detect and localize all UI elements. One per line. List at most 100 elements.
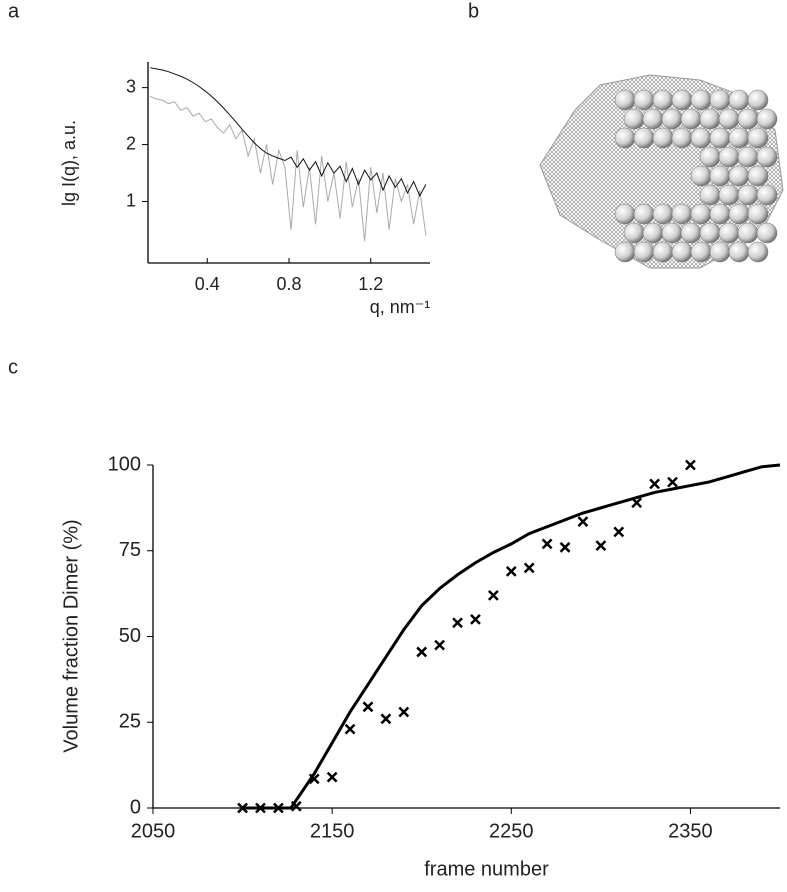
sphere (633, 203, 655, 225)
cross-marker (237, 802, 248, 814)
sphere (671, 89, 693, 111)
sphere (747, 127, 769, 149)
sphere (699, 108, 721, 130)
x-tick-label: 2150 (310, 820, 355, 842)
cross-marker (362, 701, 374, 713)
sphere (623, 108, 645, 130)
panel-label: b (468, 0, 479, 22)
sphere (652, 203, 674, 225)
sphere (737, 184, 759, 206)
sphere (633, 89, 655, 111)
sphere (690, 241, 712, 263)
y-tick-label: 2 (126, 133, 136, 153)
y-tick-label: 25 (119, 711, 141, 733)
sphere (661, 108, 683, 130)
cross-marker (416, 646, 428, 658)
sphere (728, 89, 750, 111)
sphere (709, 165, 731, 187)
sphere (633, 241, 655, 263)
sphere (709, 241, 731, 263)
sphere (690, 165, 712, 187)
x-tick-label: 0.4 (195, 274, 220, 294)
sphere (661, 222, 683, 244)
sphere (728, 165, 750, 187)
x-tick-label: 0.8 (276, 274, 301, 294)
cross-marker (326, 771, 338, 783)
sphere (623, 222, 645, 244)
sphere (747, 241, 769, 263)
cross-marker (434, 639, 446, 651)
sphere (690, 203, 712, 225)
x-tick-label: 1.2 (358, 274, 383, 294)
cross-marker (667, 476, 678, 488)
sphere (652, 89, 674, 111)
sphere (756, 222, 778, 244)
cross-marker (470, 613, 481, 625)
cross-marker (452, 617, 463, 629)
sphere (699, 222, 721, 244)
x-axis-label: q, nm⁻¹ (370, 297, 431, 317)
sphere (756, 184, 778, 206)
cross-marker (398, 706, 410, 718)
cross-marker (523, 562, 535, 574)
x-axis-label: frame number (424, 858, 549, 880)
sphere (718, 184, 740, 206)
x-tick-label: 2050 (131, 820, 176, 842)
molecular-model (539, 74, 784, 269)
sphere (652, 241, 674, 263)
y-tick-label: 75 (119, 539, 141, 561)
sphere (680, 108, 702, 130)
sphere (671, 203, 693, 225)
sphere (642, 108, 664, 130)
cross-marker (559, 541, 571, 553)
sphere (671, 127, 693, 149)
sphere (680, 222, 702, 244)
data-line (149, 95, 427, 242)
y-axis-label: lg I(q), a.u. (59, 120, 79, 206)
cross-marker (290, 800, 302, 812)
panel-label: a (8, 0, 20, 22)
sphere (756, 146, 778, 168)
sphere (642, 222, 664, 244)
sphere (747, 165, 769, 187)
cross-marker (273, 802, 284, 814)
cross-marker (487, 589, 499, 601)
sphere (652, 127, 674, 149)
sphere (728, 241, 750, 263)
sphere (690, 127, 712, 149)
sphere (728, 127, 750, 149)
sphere (728, 203, 750, 225)
sphere (614, 89, 636, 111)
y-tick-label: 100 (108, 453, 141, 475)
data-line (242, 463, 781, 810)
y-tick-label: 3 (126, 76, 136, 96)
sphere (633, 127, 655, 149)
x-tick-label: 2350 (668, 820, 713, 842)
x-tick-label: 2250 (489, 820, 534, 842)
cross-marker (541, 538, 553, 550)
sphere (699, 146, 721, 168)
cross-marker (649, 478, 660, 490)
cross-marker (380, 713, 392, 725)
y-tick-label: 50 (119, 625, 141, 647)
sphere (690, 89, 712, 111)
cross-marker (255, 802, 266, 814)
cross-marker (308, 773, 320, 785)
sphere (737, 108, 759, 130)
sphere (699, 184, 721, 206)
cross-marker (613, 526, 625, 538)
sphere (756, 108, 778, 130)
sphere (614, 203, 636, 225)
sphere (718, 146, 740, 168)
sphere (614, 241, 636, 263)
sphere (718, 222, 740, 244)
sphere (737, 146, 759, 168)
sphere (709, 203, 731, 225)
panel-label: c (8, 356, 18, 378)
y-axis-label: Volume fraction Dimer (%) (60, 519, 82, 752)
cross-marker (577, 516, 589, 527)
sphere (747, 203, 769, 225)
cross-marker (595, 540, 607, 551)
cross-marker (344, 723, 356, 735)
